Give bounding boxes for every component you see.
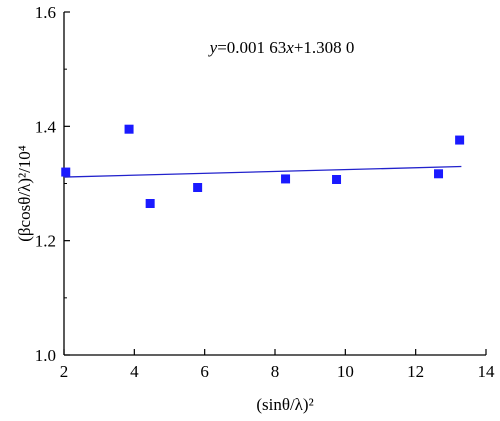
y-tick-label: 1.0 (35, 346, 56, 365)
fit-equation: y=0.001 63x+1.308 0 (208, 38, 355, 57)
fit-line-group (63, 165, 462, 178)
x-tick-label: 2 (60, 362, 69, 381)
y-tick-label: 1.2 (35, 232, 56, 251)
ticks: 2 4 6 8 10 12 14 1.0 1.2 1.4 1.6 (35, 3, 495, 381)
data-point (455, 135, 465, 145)
data-point (434, 169, 444, 179)
y-axis-title: (βcosθ/λ)²/10⁴ (15, 145, 34, 242)
equation-y-var: y (208, 38, 218, 57)
x-tick-label: 10 (337, 362, 354, 381)
data-point (124, 124, 134, 134)
axes (63, 12, 486, 356)
data-points (61, 124, 465, 209)
data-point (193, 183, 203, 193)
x-tick-label: 6 (200, 362, 209, 381)
data-point (332, 174, 342, 184)
data-point (281, 174, 291, 184)
equation-slope: =0.001 63 (217, 38, 286, 57)
y-tick-label: 1.6 (35, 3, 56, 22)
equation-x-var: x (285, 38, 294, 57)
x-tick-label: 14 (478, 362, 496, 381)
x-tick-label: 4 (130, 362, 139, 381)
data-point (145, 199, 155, 209)
x-tick-label: 8 (271, 362, 280, 381)
x-axis-title: (sinθ/λ)² (256, 395, 313, 414)
fit-line (63, 165, 462, 178)
y-tick-label: 1.4 (35, 117, 57, 136)
data-point (61, 167, 71, 177)
x-tick-label: 12 (407, 362, 424, 381)
equation-intercept: +1.308 0 (294, 38, 355, 57)
